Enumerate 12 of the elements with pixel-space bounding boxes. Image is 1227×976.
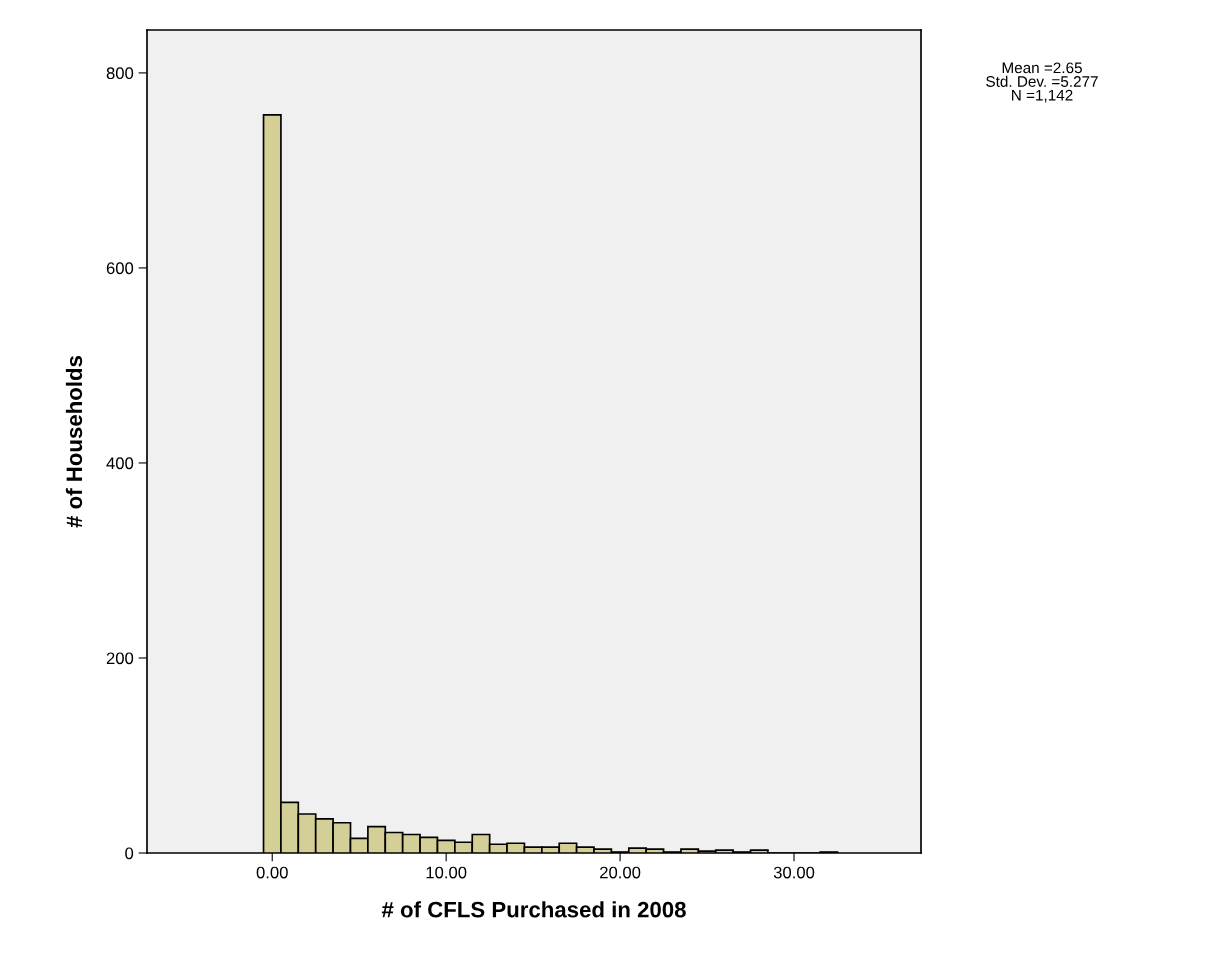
y-axis-title: # of Households [65, 355, 83, 528]
text: Mean =2.65 Std. Dev. =5.277 N =1,142 [986, 62, 1098, 103]
x-tick-label: 20.00 [600, 866, 641, 879]
x-tick-label: 0.00 [256, 866, 288, 879]
y-tick-label: 400 [106, 457, 134, 470]
y-tick-label: 0 [125, 847, 134, 860]
x-tick-label: 10.00 [426, 866, 467, 879]
y-tick-label: 600 [106, 262, 134, 275]
y-tick-label: 200 [106, 652, 134, 665]
y-tick-label: 800 [106, 67, 134, 80]
x-tick-label: 30.00 [773, 866, 815, 879]
x-axis-title: # of CFLS Purchased in 2008 [381, 901, 686, 918]
